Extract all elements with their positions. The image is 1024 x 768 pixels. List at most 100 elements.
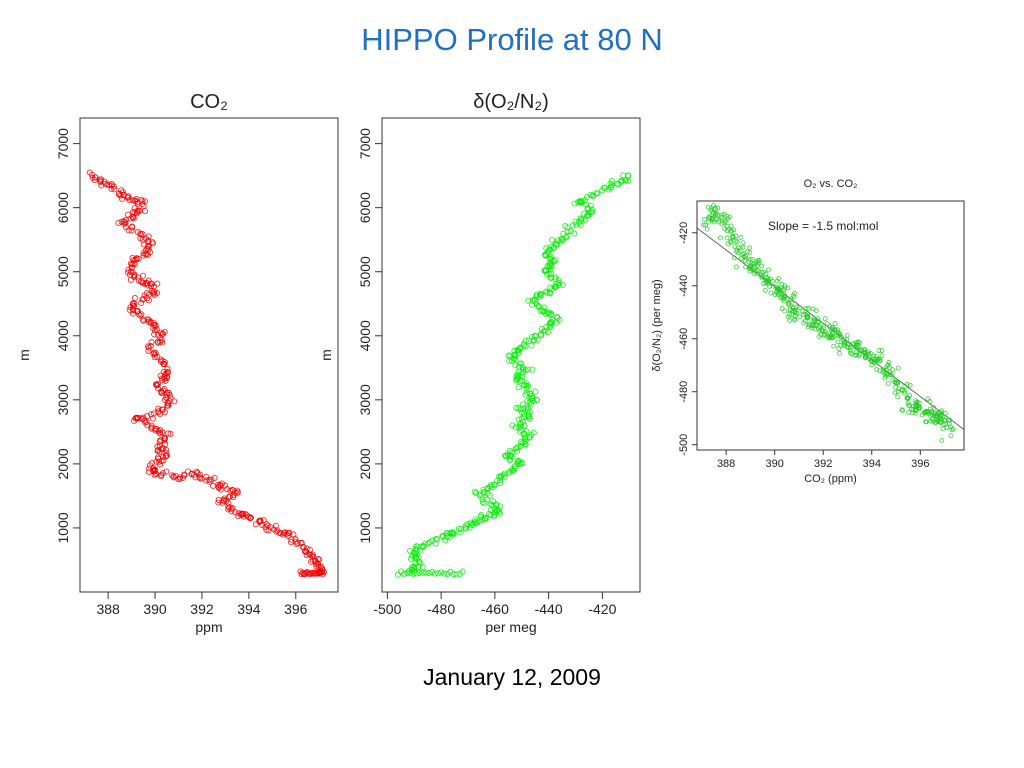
data-point [223, 486, 230, 493]
data-point [138, 299, 145, 307]
data-point [150, 350, 157, 357]
data-point [895, 365, 901, 371]
data-point [473, 490, 480, 497]
data-point [450, 530, 457, 537]
data-point [126, 306, 133, 313]
y-tick-label: 1000 [55, 512, 71, 543]
data-point [412, 559, 419, 566]
data-point [866, 351, 871, 357]
data-point [925, 396, 931, 402]
data-point [905, 396, 911, 402]
data-point [564, 224, 571, 231]
data-point [537, 307, 544, 315]
data-point [797, 314, 803, 320]
data-point [548, 319, 555, 326]
data-point [477, 492, 484, 500]
data-point [528, 394, 535, 401]
data-point [924, 409, 930, 415]
data-point [167, 430, 174, 437]
data-point [303, 552, 310, 559]
data-point [906, 409, 912, 415]
data-point [518, 373, 526, 380]
data-point [710, 216, 716, 222]
data-point [581, 197, 588, 204]
data-point [803, 305, 809, 311]
data-point [835, 339, 841, 345]
data-point [149, 239, 156, 246]
data-point [160, 360, 167, 367]
data-point [154, 382, 161, 389]
data-point [607, 180, 614, 187]
data-point [544, 309, 551, 316]
data-point [532, 333, 539, 340]
data-point [728, 223, 734, 229]
data-point [895, 379, 900, 385]
data-point [277, 530, 284, 537]
data-point [721, 211, 727, 217]
data-point [548, 253, 555, 260]
data-point [577, 222, 584, 229]
x-tick-label: 394 [237, 601, 261, 617]
data-point [607, 184, 615, 191]
data-point [935, 419, 941, 425]
data-point [519, 364, 526, 371]
data-point [428, 569, 435, 576]
data-point [219, 499, 226, 506]
data-point [862, 354, 868, 360]
x-tick-label: 390 [143, 601, 167, 617]
data-point [441, 570, 448, 577]
data-point [877, 358, 883, 364]
data-point [115, 219, 122, 226]
data-point [763, 275, 769, 280]
data-point [281, 529, 288, 536]
y-tick-label: 2000 [357, 448, 373, 479]
data-point [733, 264, 739, 270]
data-point [725, 241, 731, 247]
data-point [544, 329, 551, 336]
data-point [816, 319, 822, 325]
data-point [432, 535, 439, 543]
data-point [759, 274, 765, 280]
data-point [416, 569, 423, 576]
data-point [747, 245, 753, 251]
data-point [140, 250, 147, 257]
data-point [407, 555, 415, 562]
data-point [779, 294, 785, 300]
data-point [162, 446, 170, 453]
data-point [555, 280, 562, 287]
data-point [620, 172, 627, 179]
data-point [521, 438, 528, 445]
data-point [118, 195, 125, 202]
data-point [407, 569, 414, 577]
data-point [929, 416, 935, 422]
data-point [527, 390, 534, 397]
data-point [484, 484, 491, 491]
data-point [127, 276, 134, 284]
data-point [547, 274, 554, 281]
y-tick-label: 6000 [357, 192, 373, 223]
data-point [188, 471, 195, 478]
data-point [474, 520, 481, 527]
data-point [145, 468, 153, 476]
data-point [171, 398, 178, 405]
data-point [854, 341, 859, 347]
data-point [413, 570, 420, 577]
slope-annotation: Slope = -1.5 mol:mol [768, 219, 878, 233]
data-point [181, 471, 188, 478]
data-point [225, 500, 232, 507]
data-point [490, 498, 497, 505]
data-point [927, 399, 933, 404]
data-point [516, 345, 523, 352]
data-point [110, 183, 117, 190]
data-point [946, 417, 952, 423]
data-point [571, 200, 578, 207]
data-point [150, 240, 157, 247]
data-point [203, 473, 210, 480]
data-point [931, 405, 937, 411]
data-point [754, 259, 760, 265]
data-point [589, 206, 596, 213]
y-tick-label: 5000 [55, 256, 71, 287]
x-tick-label: -500 [373, 601, 401, 617]
data-point [536, 293, 543, 301]
